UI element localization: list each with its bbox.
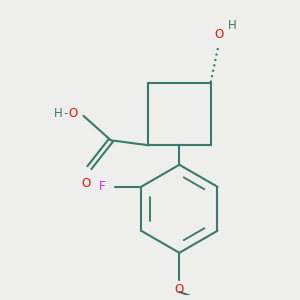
Text: -: - — [64, 107, 68, 120]
Text: O: O — [215, 28, 224, 40]
Text: O: O — [68, 107, 77, 120]
Text: O: O — [175, 283, 184, 296]
Text: H: H — [54, 107, 62, 120]
Text: F: F — [98, 180, 105, 193]
Text: O: O — [82, 178, 91, 190]
Text: H: H — [228, 19, 236, 32]
